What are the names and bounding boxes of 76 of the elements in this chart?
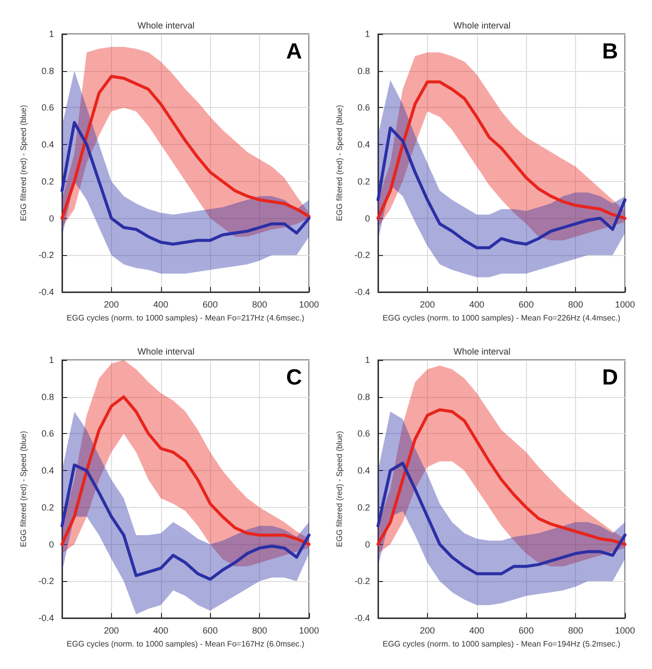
y-tick-label: -0.2: [354, 250, 370, 260]
y-tick-label: 0.2: [41, 176, 54, 186]
y-tick-label: 0.2: [357, 502, 370, 512]
y-tick-label: -0.2: [38, 250, 54, 260]
y-tick-label: 0: [364, 539, 370, 550]
annotation: A: [286, 38, 302, 64]
chart-title: Whole interval: [137, 20, 195, 30]
y-tick-label: -0.2: [38, 576, 54, 586]
line-series: [376, 80, 626, 220]
y-axis-title: EGG filtered (red) - Speed (blue): [19, 104, 28, 222]
y-tick-label: 0.4: [41, 140, 54, 150]
y-axis-title: EGG filtered (red) - Speed (blue): [19, 430, 28, 548]
x-axis-title: EGG cycles (norm. to 1000 samples) - Mean Fo=167Hz (6.0msec.): [66, 639, 305, 648]
y-axis-title: EGG filtered (red) - Speed (blue): [335, 104, 344, 222]
x-tick-label: 1000: [298, 626, 320, 636]
x-tick-label: 800: [568, 626, 584, 636]
x-tick-label: 800: [568, 300, 584, 310]
y-tick-label: -0.2: [354, 576, 370, 586]
y-tick-label: 0.6: [357, 102, 370, 113]
x-axis-title: EGG cycles (norm. to 1000 samples) - Mean Fo=217Hz (4.6msec.): [66, 313, 305, 322]
y-tick-label: 0.8: [357, 392, 370, 402]
y-tick-label: 0.6: [41, 428, 54, 439]
y-axis-title: EGG filtered (red) - Speed (blue): [335, 430, 344, 548]
y-tick-label: 0.4: [357, 466, 370, 476]
line-series: [376, 408, 626, 546]
x-tick-label: 600: [518, 626, 534, 636]
y-tick-label: 1: [48, 355, 54, 365]
y-tick-label: 0.6: [41, 102, 54, 113]
y-tick-label: -0.4: [38, 287, 54, 297]
y-tick-label: 0: [48, 213, 54, 224]
y-tick-label: 1: [48, 29, 54, 39]
y-tick-label: -0.4: [354, 613, 370, 623]
line-series: [376, 462, 626, 576]
line-series: [376, 126, 626, 250]
y-tick-label: 0.4: [357, 140, 370, 150]
chart-title: Whole interval: [453, 346, 511, 356]
x-tick-label: 200: [420, 300, 435, 310]
x-tick-label: 1000: [614, 300, 636, 310]
x-tick-label: 200: [420, 626, 435, 636]
y-tick-label: 0.8: [41, 66, 54, 76]
y-tick-label: 0: [364, 213, 370, 224]
chart-title: Whole interval: [137, 346, 195, 356]
line-series: [60, 464, 310, 581]
x-tick-label: 800: [252, 300, 268, 310]
annotation: C: [286, 364, 302, 390]
chart-title: Whole interval: [453, 20, 511, 30]
x-tick-label: 1000: [614, 626, 636, 636]
x-axis-title: EGG cycles (norm. to 1000 samples) - Mean Fo=226Hz (4.4msec.): [382, 313, 621, 322]
y-tick-label: 0: [48, 539, 54, 550]
x-tick-label: 200: [104, 626, 119, 636]
line-series: [60, 120, 310, 246]
y-tick-label: -0.4: [38, 613, 54, 623]
annotation: D: [602, 364, 618, 390]
x-tick-label: 600: [202, 300, 218, 310]
line-series: [60, 74, 310, 220]
x-tick-label: 400: [153, 300, 168, 310]
x-tick-label: 400: [153, 626, 168, 636]
line-series: [60, 395, 310, 546]
annotation: B: [602, 38, 618, 64]
x-tick-label: 800: [252, 626, 268, 636]
y-tick-label: 0.6: [357, 428, 370, 439]
x-tick-label: 200: [104, 300, 119, 310]
x-tick-label: 600: [518, 300, 534, 310]
y-tick-label: 1: [364, 29, 370, 39]
y-tick-label: 0.2: [357, 176, 370, 186]
y-tick-label: 0.2: [41, 502, 54, 512]
y-tick-label: -0.4: [354, 287, 370, 297]
x-tick-label: 400: [469, 300, 484, 310]
y-tick-label: 0.8: [357, 66, 370, 76]
x-tick-label: 400: [469, 626, 484, 636]
x-axis-title: EGG cycles (norm. to 1000 samples) - Mean Fo=194Hz (5.2msec.): [382, 639, 621, 648]
y-tick-label: 1: [364, 355, 370, 365]
y-tick-label: 0.4: [41, 466, 54, 476]
y-tick-label: 0.8: [41, 392, 54, 402]
x-tick-label: 600: [202, 626, 218, 636]
x-tick-label: 1000: [298, 300, 320, 310]
